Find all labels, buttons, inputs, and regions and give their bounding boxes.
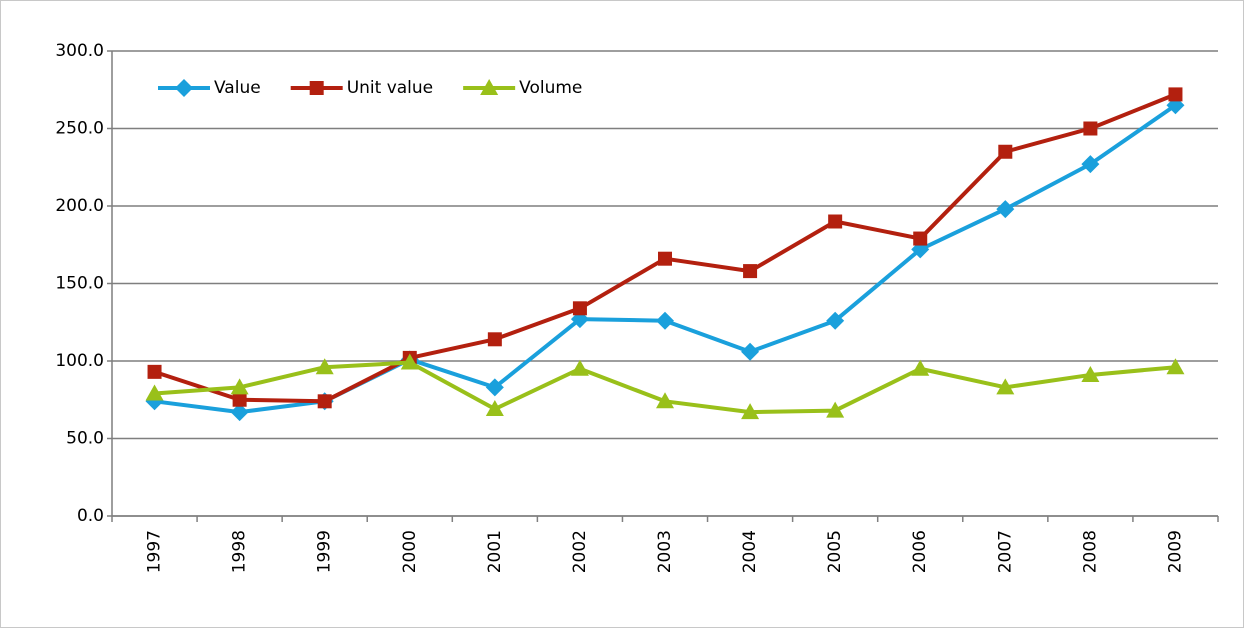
data-point — [1168, 87, 1183, 102]
y-tick-label: 50.0 — [66, 429, 104, 449]
data-point — [1081, 155, 1100, 174]
data-point — [570, 359, 589, 376]
legend-marker — [309, 81, 324, 95]
data-point — [485, 400, 504, 417]
data-point — [487, 332, 502, 347]
y-tick-label: 0.0 — [77, 506, 104, 526]
x-tick-label: 2009 — [1165, 530, 1185, 573]
x-tick-label: 2003 — [655, 530, 675, 573]
x-tick-label: 2005 — [825, 530, 845, 573]
data-point — [828, 214, 843, 229]
data-point — [400, 353, 419, 370]
data-point — [998, 144, 1013, 159]
data-point — [913, 231, 928, 246]
legend-marker — [480, 79, 499, 95]
x-tick-label: 1999 — [315, 530, 335, 573]
data-point — [911, 359, 930, 376]
y-tick-label: 200.0 — [55, 196, 104, 216]
data-point — [232, 392, 247, 407]
x-tick-label: 1997 — [145, 530, 165, 573]
data-point — [826, 401, 845, 418]
data-point — [741, 342, 760, 361]
data-point — [656, 311, 674, 330]
x-tick-label: 2004 — [740, 530, 760, 573]
x-tick-label: 2006 — [910, 530, 930, 573]
x-tick-label: 2007 — [995, 530, 1015, 573]
data-point — [315, 358, 334, 375]
legend-label: Value — [214, 78, 261, 98]
data-point — [485, 378, 504, 397]
data-point — [572, 301, 587, 316]
data-point — [743, 264, 758, 279]
y-tick-label: 300.0 — [55, 41, 104, 61]
data-point — [1081, 365, 1100, 382]
y-tick-label: 150.0 — [55, 274, 104, 294]
x-tick-label: 2002 — [570, 530, 590, 573]
data-point — [145, 384, 164, 401]
x-tick-label: 1998 — [230, 530, 250, 573]
legend-label: Volume — [519, 78, 582, 98]
data-point — [996, 200, 1015, 219]
data-point — [656, 392, 674, 409]
legend-marker — [175, 79, 193, 97]
x-tick-label: 2001 — [485, 530, 505, 573]
data-point — [741, 403, 760, 420]
data-point — [230, 403, 249, 422]
x-tick-label: 2000 — [400, 530, 420, 573]
data-point — [147, 364, 162, 379]
data-point — [996, 378, 1015, 395]
data-point — [317, 394, 332, 409]
data-point — [826, 311, 845, 330]
data-point — [1166, 358, 1185, 375]
x-tick-label: 2008 — [1080, 530, 1100, 573]
data-point — [1083, 121, 1098, 136]
legend-label: Unit value — [347, 78, 433, 98]
data-point — [230, 378, 249, 395]
y-tick-label: 100.0 — [55, 351, 104, 371]
y-tick-label: 250.0 — [55, 119, 104, 139]
data-point — [658, 251, 672, 266]
